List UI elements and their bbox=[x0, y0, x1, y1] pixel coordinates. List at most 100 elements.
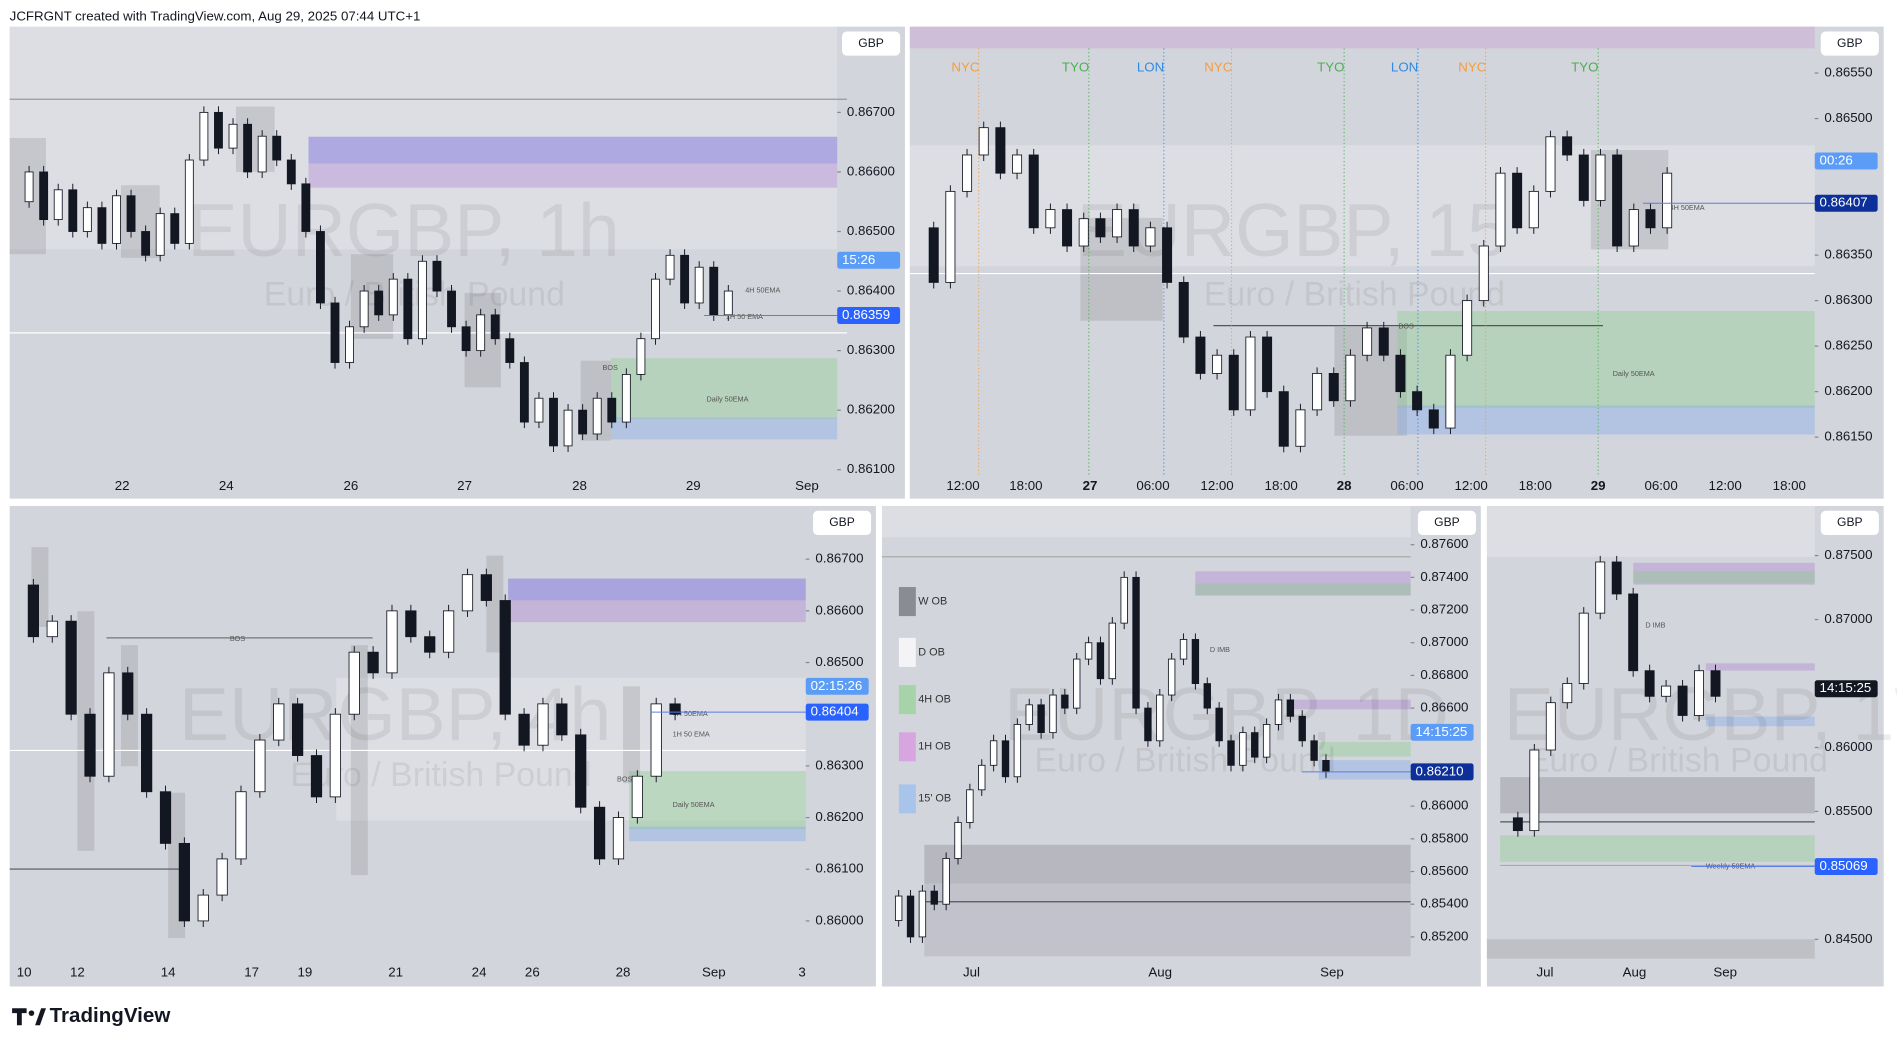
x-tick-label: 12 bbox=[70, 965, 85, 980]
candle-body bbox=[1428, 409, 1439, 429]
x-tick-label: Sep bbox=[1320, 965, 1344, 980]
candle-body bbox=[1062, 209, 1073, 247]
candle-body bbox=[1262, 336, 1273, 393]
session-label: TYO bbox=[1571, 59, 1598, 74]
x-tick-label: Sep bbox=[795, 478, 819, 493]
annotation: BOS bbox=[602, 363, 617, 372]
candle-body bbox=[403, 278, 413, 340]
legend-label: 1H OB bbox=[918, 741, 951, 753]
y-tick-label: 0.87400 bbox=[1420, 569, 1468, 584]
candle-body bbox=[918, 890, 927, 938]
candle-body bbox=[1710, 670, 1721, 697]
candle-body bbox=[53, 189, 63, 221]
candle-body bbox=[1445, 354, 1456, 429]
countdown: 02:15:26 bbox=[811, 678, 863, 693]
y-tick-label: 0.86300 bbox=[1824, 292, 1872, 307]
y-tick-label: 0.86000 bbox=[815, 912, 863, 927]
zone bbox=[610, 358, 838, 419]
zone bbox=[1633, 571, 1815, 584]
watermark-description: Euro / British Pound bbox=[264, 275, 565, 313]
candle-body bbox=[122, 672, 134, 715]
x-tick-label: 12:00 bbox=[1455, 478, 1488, 493]
watermark-description: Euro / British Pound bbox=[1204, 275, 1505, 313]
watermark-symbol: EURGBP, 15 bbox=[1077, 188, 1509, 272]
price-tag-label: 0.86407 bbox=[1820, 195, 1868, 210]
x-tick-label: Sep bbox=[1713, 965, 1737, 980]
candle-body bbox=[417, 260, 427, 340]
candle-body bbox=[1395, 354, 1406, 393]
candle-body bbox=[665, 254, 675, 280]
candle-body bbox=[461, 326, 471, 352]
annotation: BOS bbox=[230, 634, 245, 643]
candle-body bbox=[199, 111, 209, 161]
session-label: NYC bbox=[951, 59, 979, 74]
zone bbox=[235, 106, 275, 172]
candle-body bbox=[1178, 281, 1189, 338]
candle-body bbox=[170, 213, 180, 244]
candle-body bbox=[499, 600, 511, 715]
candle-body bbox=[330, 302, 340, 363]
price-tag bbox=[1814, 194, 1878, 212]
candle-body bbox=[243, 123, 253, 173]
candle-body bbox=[1295, 409, 1306, 447]
candle-body bbox=[942, 858, 950, 905]
candle-body bbox=[84, 713, 96, 777]
annotation: D IMB bbox=[1210, 645, 1230, 654]
x-tick-label: Jul bbox=[963, 965, 980, 980]
candle-body bbox=[906, 895, 915, 938]
candle-body bbox=[1345, 354, 1356, 402]
candle-body bbox=[1644, 670, 1655, 697]
y-tick-label: 0.85200 bbox=[1420, 928, 1468, 943]
annotation: BOS bbox=[617, 774, 632, 783]
currency-button[interactable] bbox=[813, 510, 872, 535]
x-tick-label: 06:00 bbox=[1390, 478, 1423, 493]
x-tick-label: 28 bbox=[616, 965, 631, 980]
candle-body bbox=[978, 127, 989, 156]
candle-body bbox=[1132, 576, 1140, 709]
zone bbox=[629, 826, 806, 842]
y-tick-label: 0.85400 bbox=[1420, 896, 1468, 911]
candle-body bbox=[1562, 683, 1573, 704]
currency-button[interactable] bbox=[1417, 510, 1476, 535]
candle-body bbox=[1310, 740, 1318, 761]
y-tick-label: 0.87500 bbox=[1824, 547, 1872, 562]
x-tick-label: 3 bbox=[798, 965, 805, 980]
candle-body bbox=[97, 207, 107, 244]
candle-body bbox=[1694, 670, 1705, 716]
candle-body bbox=[636, 338, 646, 375]
candle-body bbox=[254, 739, 266, 793]
candle-body bbox=[631, 775, 643, 818]
y-tick-label: 0.86000 bbox=[1420, 798, 1468, 813]
brand-name: TradingView bbox=[50, 1004, 172, 1027]
currency-button[interactable] bbox=[842, 31, 901, 56]
currency-label: GBP bbox=[829, 515, 855, 529]
candle-body bbox=[928, 227, 939, 283]
candle-body bbox=[82, 207, 92, 232]
candle-body bbox=[442, 610, 455, 653]
currency-label: GBP bbox=[858, 36, 884, 50]
candle-body bbox=[126, 195, 136, 232]
x-tick-label: 29 bbox=[686, 478, 701, 493]
candle-body bbox=[1328, 373, 1339, 402]
candle-body bbox=[1478, 245, 1489, 302]
candle-body bbox=[1562, 136, 1573, 156]
zone bbox=[1500, 835, 1815, 862]
candle-body bbox=[1128, 209, 1139, 247]
currency-button[interactable] bbox=[1820, 31, 1879, 56]
candle-body bbox=[1378, 327, 1389, 356]
currency-button[interactable] bbox=[1820, 510, 1879, 535]
candle-body bbox=[1578, 612, 1589, 684]
x-tick-label: 27 bbox=[1083, 478, 1098, 493]
candle-body bbox=[1167, 658, 1176, 696]
candle-body bbox=[367, 651, 379, 674]
candle-body bbox=[1025, 704, 1033, 725]
price-tag-label: 0.85069 bbox=[1820, 858, 1868, 873]
legend-label: 4H OB bbox=[918, 693, 951, 705]
candle-body bbox=[1061, 694, 1069, 709]
candle-body bbox=[159, 791, 172, 844]
candle-body bbox=[1096, 642, 1105, 680]
candle-body bbox=[592, 397, 602, 435]
zone bbox=[1633, 562, 1815, 585]
annotation: 1H 50 EMA bbox=[673, 730, 710, 739]
zone bbox=[1486, 939, 1815, 959]
